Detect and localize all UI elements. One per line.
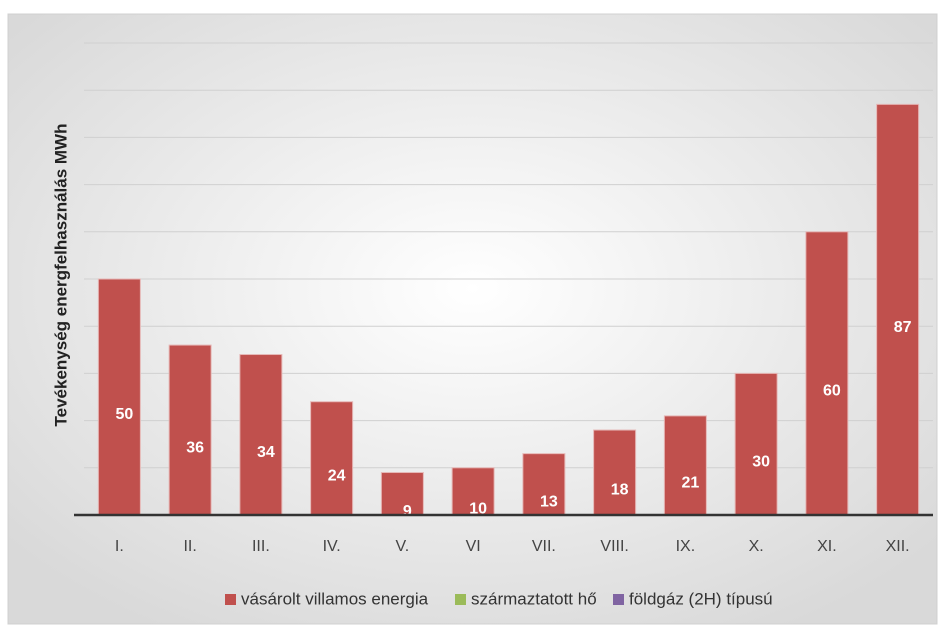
bar [522,453,566,516]
bar [310,401,354,516]
bar [876,103,920,516]
legend-label: földgáz (2H) típusú [629,589,773,608]
x-tick-label: XII. [886,538,910,555]
data-label: 60 [823,383,841,400]
bar [239,354,283,516]
bar [97,278,141,516]
legend-label: származtatott hő [471,589,597,608]
data-label: 18 [611,482,629,499]
legend-swatch [455,594,466,605]
y-axis-title: Tevékenység energfelhasználás MWh [51,124,70,427]
data-label: 21 [681,475,699,492]
x-tick-label: IX. [676,538,696,555]
x-tick-label: VIII. [600,538,628,555]
bar [451,467,495,516]
chart-area [7,13,938,625]
x-tick-label: V. [396,538,410,555]
x-tick-label: I. [115,538,124,555]
data-label: 36 [186,439,204,456]
x-tick-label: VI [466,538,481,555]
data-label: 30 [752,453,770,470]
bar [663,415,707,516]
data-label: 24 [328,468,346,485]
data-label: 9 [403,503,412,520]
legend-label: vásárolt villamos energia [241,589,429,608]
data-label: 34 [257,444,275,461]
bar [168,344,212,516]
legend-swatch [225,594,236,605]
bar [805,231,849,516]
legend-swatch [613,594,624,605]
data-label: 50 [115,406,133,423]
x-tick-label: IV. [323,538,341,555]
x-tick-label: XI. [817,538,837,555]
bar [734,372,778,516]
bar [593,429,637,516]
x-tick-label: VII. [532,538,556,555]
x-tick-label: X. [749,538,764,555]
data-label: 13 [540,494,558,511]
data-label: 87 [894,319,912,336]
bar [380,472,424,516]
x-tick-label: III. [252,538,270,555]
x-tick-label: II. [183,538,196,555]
data-label: 10 [469,501,487,518]
